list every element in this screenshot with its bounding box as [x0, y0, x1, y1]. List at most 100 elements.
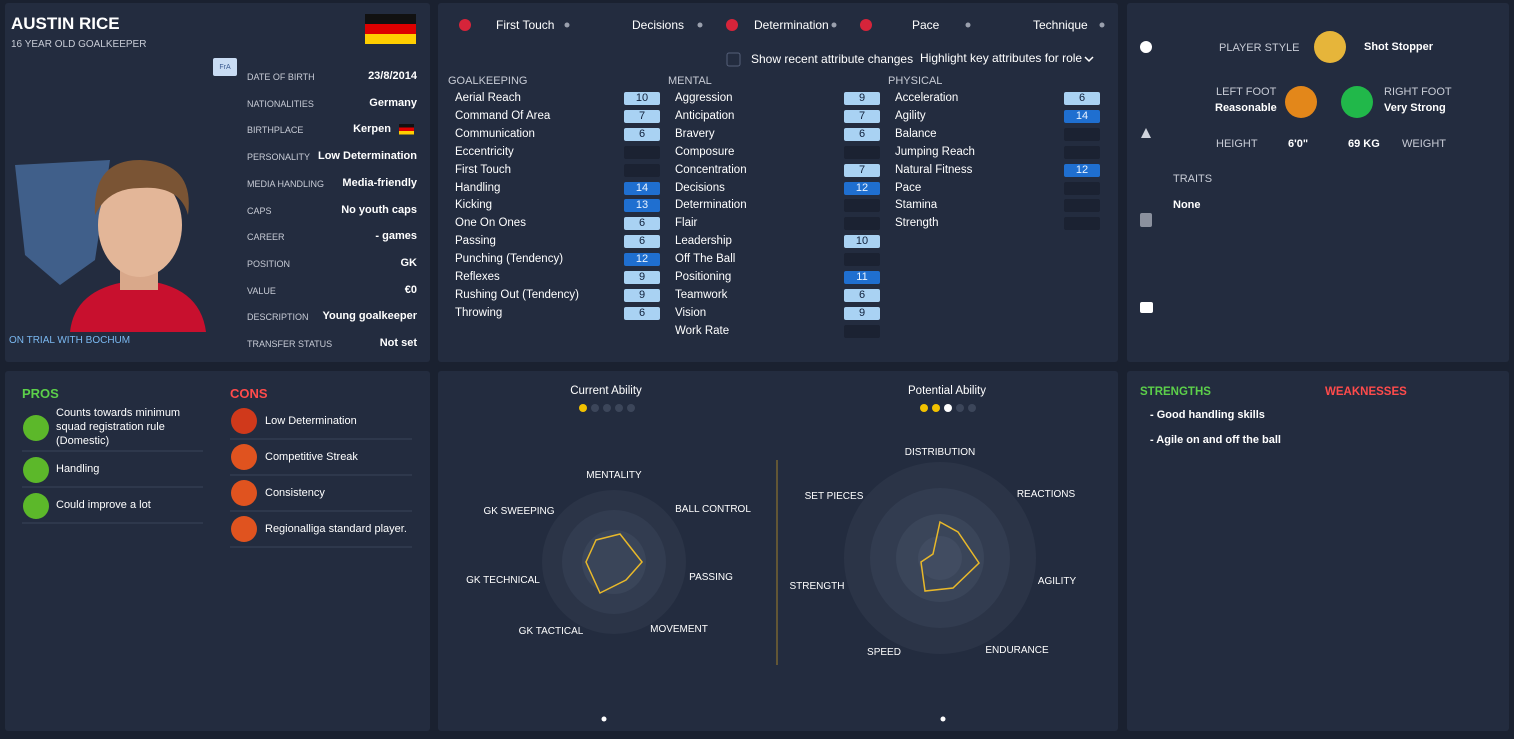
radar-label: BALL CONTROL [675, 504, 751, 515]
value: Very Strong [1384, 102, 1446, 114]
attribute-value [844, 253, 880, 267]
label: HEIGHT [1216, 138, 1258, 150]
field-value: No youth caps [341, 203, 417, 216]
tab-dot [965, 22, 971, 28]
small-flag [399, 124, 414, 135]
attribute-value [1064, 199, 1100, 213]
tab-dot [1099, 22, 1105, 28]
field-value: 23/8/2014 [368, 70, 417, 82]
attribute-value: 14 [1064, 109, 1100, 123]
attribute-group-title: PHYSICAL [888, 75, 943, 87]
attribute-value: 7 [624, 109, 660, 123]
attribute-value: 12 [1064, 163, 1100, 177]
current-ability-dots [579, 404, 635, 412]
page-dot[interactable] [601, 716, 607, 722]
field-value: Germany [369, 96, 417, 109]
attribute-name: Teamwork [675, 288, 728, 301]
strength-item: - Agile on and off the ball [1150, 434, 1281, 446]
attribute-name: Punching (Tendency) [455, 253, 564, 266]
attribute-value: 6 [844, 127, 880, 141]
radar-label: SET PIECES [804, 491, 864, 502]
tab-star [860, 19, 872, 31]
attribute-value: 6 [1064, 92, 1100, 105]
tab-star [459, 19, 471, 31]
radar-left [542, 490, 686, 634]
radar-label: DISTRIBUTION [904, 447, 976, 458]
medical-icon [1140, 302, 1153, 313]
page-dot[interactable] [940, 716, 946, 722]
attribute-name: Kicking [455, 199, 493, 212]
attribute-tab[interactable]: First Touch [496, 18, 555, 32]
attribute-name: Reflexes [455, 271, 500, 283]
cons-title: CONS [230, 386, 268, 401]
attribute-name: Aerial Reach [455, 92, 521, 104]
radar-label: MENTALITY [586, 470, 642, 481]
field-label: NATIONALITIES [247, 98, 314, 109]
radar-label: REACTIONS [1016, 489, 1076, 500]
field-value: Media-friendly [342, 176, 417, 189]
player-description: 16 YEAR OLD GOALKEEPER [11, 39, 147, 50]
field-label: TRANSFER STATUS [247, 339, 333, 349]
strength-item: - Good handling skills [1150, 409, 1265, 421]
pros-cons-panel [5, 371, 430, 731]
attribute-name: Jumping Reach [895, 145, 975, 158]
strengths-title: STRENGTHS [1140, 386, 1211, 398]
body-icon [1141, 128, 1151, 138]
flag [365, 14, 416, 44]
attribute-name: Acceleration [895, 92, 959, 104]
attribute-value: 6 [624, 306, 660, 320]
attribute-name: Eccentricity [455, 145, 514, 158]
tab-dot [831, 22, 837, 28]
attribute-group-title: GOALKEEPING [448, 75, 528, 87]
attribute-name: Passing [455, 235, 496, 248]
value: Shot Stopper [1364, 41, 1434, 53]
attribute-value: 9 [844, 306, 880, 320]
field-label: POSITION [247, 258, 291, 269]
right-foot-icon [1341, 86, 1373, 118]
attribute-tab[interactable]: Determination [754, 18, 829, 32]
cons-icons [231, 408, 257, 542]
con-item: Low Determination [265, 415, 357, 427]
attribute-value [624, 163, 660, 177]
tab-dot [697, 22, 703, 28]
attribute-name: Positioning [675, 271, 732, 283]
checkbox[interactable] [726, 52, 741, 67]
badge-bg [213, 58, 237, 76]
pros-icons [23, 415, 49, 519]
label: PLAYER STYLE [1219, 42, 1300, 54]
field-label: CAREER [247, 232, 285, 243]
attribute-value [1064, 145, 1100, 159]
attribute-tab[interactable]: Pace [912, 18, 940, 32]
attributes-panel [438, 3, 1118, 362]
attribute-value: 9 [624, 271, 660, 284]
attribute-name: Off The Ball [675, 253, 736, 266]
con-item: Consistency [265, 487, 325, 499]
attribute-name: Concentration [675, 163, 747, 176]
row-separators [22, 438, 412, 548]
attribute-value: 9 [624, 288, 660, 302]
dropdown-caret[interactable] [1084, 56, 1094, 63]
field-value: €0 [404, 283, 417, 296]
value: None [1173, 199, 1201, 211]
attribute-tab[interactable]: Decisions [632, 18, 685, 32]
attribute-value [844, 145, 880, 159]
tab-dot [564, 22, 570, 28]
con-item: Regionalliga standard player. [265, 523, 407, 535]
con-item: Competitive Streak [265, 451, 358, 463]
strengths-panel [1127, 371, 1509, 731]
highlight-dropdown[interactable]: Highlight key attributes for role [920, 51, 1083, 65]
label: LEFT FOOT [1216, 86, 1277, 98]
attribute-tab[interactable]: Technique [1033, 18, 1088, 32]
tab-star [726, 19, 738, 31]
attribute-name: Agility [895, 109, 926, 122]
left-foot-icon [1285, 86, 1317, 118]
attribute-value: 6 [624, 127, 660, 141]
attribute-name: Natural Fitness [895, 163, 973, 176]
potential-ability-dots [920, 404, 976, 412]
attribute-name: Balance [895, 127, 937, 140]
attribute-value: 12 [844, 181, 880, 195]
attribute-name: Communication [455, 127, 535, 140]
attribute-name: Work Rate [675, 324, 730, 337]
